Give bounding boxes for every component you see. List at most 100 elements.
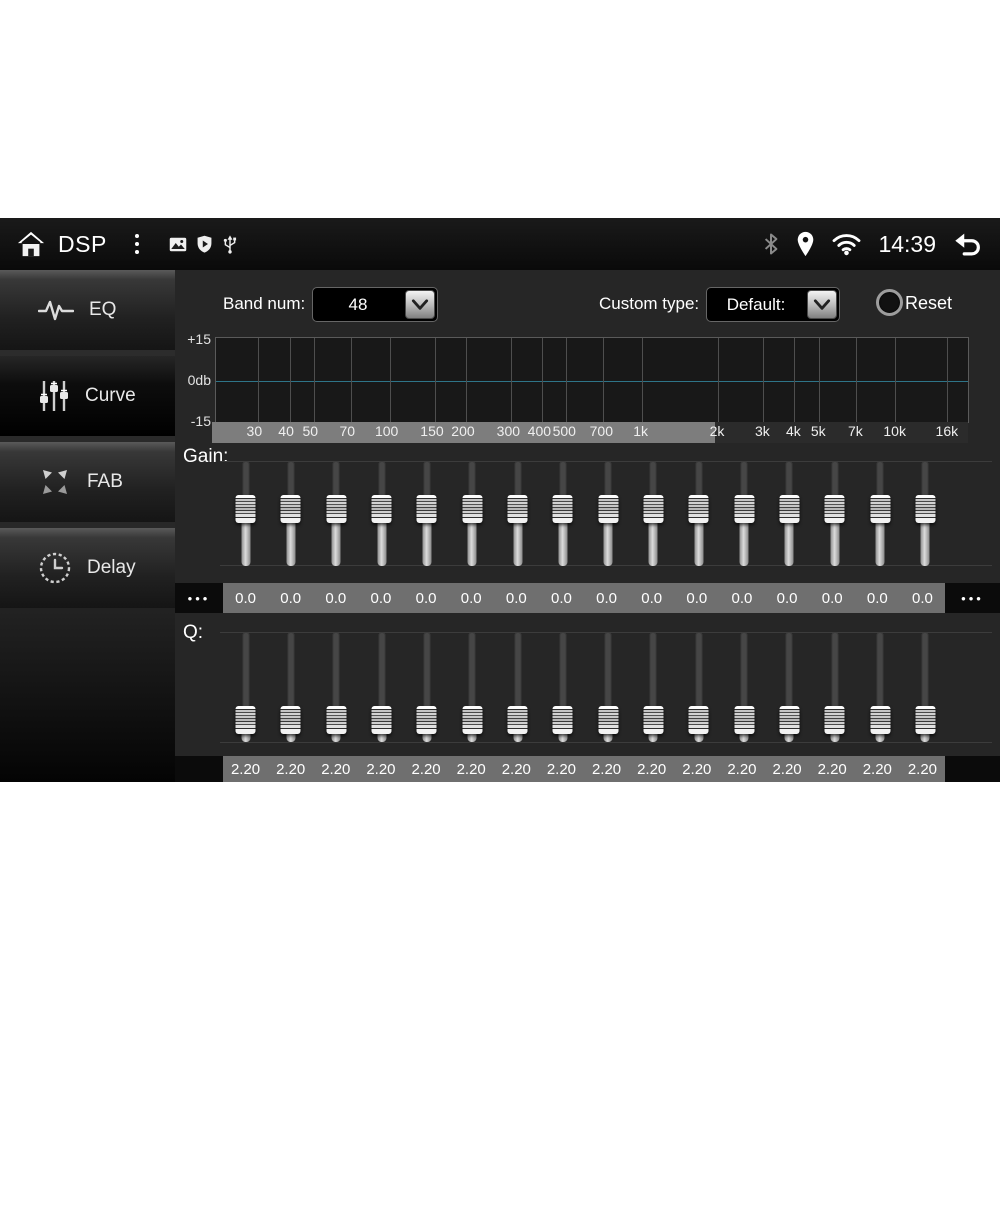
faders-icon — [38, 379, 70, 413]
gain-band-slider[interactable] — [404, 456, 449, 580]
slider-thumb[interactable] — [870, 706, 891, 734]
q-band-slider[interactable] — [631, 630, 676, 750]
q-band-value: 2.20 — [862, 760, 892, 778]
bluetooth-icon[interactable] — [762, 231, 780, 257]
freq-tick-label: 16k — [935, 423, 959, 439]
slider-thumb[interactable] — [507, 706, 528, 734]
slider-thumb[interactable] — [915, 495, 936, 524]
gain-band-slider[interactable] — [812, 456, 857, 580]
slider-thumb[interactable] — [688, 706, 709, 734]
slider-thumb[interactable] — [416, 495, 437, 524]
gridline-70 — [350, 338, 352, 423]
q-values: 2.20 2.20 2.20 2.20 2.20 2.20 2.20 2.20 2.20 2.20… — [223, 756, 945, 782]
q-band-value: 2.20 — [591, 760, 622, 778]
q-band-slider[interactable] — [903, 630, 948, 750]
gain-more-left-button[interactable]: ••• — [175, 583, 223, 613]
slider-thumb[interactable] — [326, 495, 347, 524]
sidebar-item-delay[interactable]: Delay — [0, 528, 175, 608]
gain-band-slider[interactable] — [676, 456, 721, 580]
back-icon[interactable] — [952, 231, 984, 258]
q-band-slider[interactable] — [812, 630, 857, 750]
custom-type-select[interactable]: Default: — [706, 287, 840, 322]
gain-band-value: 0.0 — [551, 589, 572, 607]
slider-thumb[interactable] — [734, 706, 755, 734]
q-band-slider[interactable] — [404, 630, 449, 750]
frequency-scale[interactable]: 30 40 50 70 100 150 200 300 400 500 700 1k 2k 3k 4k 5k 7… — [212, 422, 968, 443]
slider-thumb[interactable] — [643, 495, 664, 524]
q-band-slider[interactable] — [314, 630, 359, 750]
sidebar-item-curve[interactable]: Curve — [0, 356, 175, 436]
gain-more-right-button[interactable]: ••• — [945, 583, 1000, 613]
overflow-menu-icon[interactable] — [131, 230, 143, 258]
slider-thumb[interactable] — [824, 706, 845, 734]
gain-band-slider[interactable] — [857, 456, 902, 580]
q-band-slider[interactable] — [359, 630, 404, 750]
slider-thumb[interactable] — [235, 495, 256, 524]
gain-band-slider[interactable] — [631, 456, 676, 580]
slider-thumb[interactable] — [734, 495, 755, 524]
slider-thumb[interactable] — [779, 495, 800, 524]
gain-band-slider[interactable] — [268, 456, 313, 580]
slider-fill — [377, 509, 387, 566]
q-band-slider[interactable] — [857, 630, 902, 750]
gain-band-slider[interactable] — [540, 456, 585, 580]
q-band-slider[interactable] — [676, 630, 721, 750]
slider-thumb[interactable] — [462, 706, 483, 734]
slider-thumb[interactable] — [416, 706, 437, 734]
q-band-slider[interactable] — [540, 630, 585, 750]
gain-band-slider[interactable] — [903, 456, 948, 580]
slider-thumb[interactable] — [643, 706, 664, 734]
gridline-200 — [465, 338, 467, 423]
q-band-value: 2.20 — [772, 760, 802, 778]
location-icon[interactable] — [796, 231, 815, 257]
slider-thumb[interactable] — [598, 706, 619, 734]
gain-band-slider[interactable] — [586, 456, 631, 580]
slider-track — [507, 461, 528, 566]
q-band-slider[interactable] — [268, 630, 313, 750]
home-icon[interactable] — [16, 230, 46, 258]
gallery-icon — [169, 237, 187, 252]
slider-thumb[interactable] — [371, 495, 392, 524]
slider-thumb[interactable] — [552, 495, 573, 524]
q-band-slider[interactable] — [767, 630, 812, 750]
q-band-slider[interactable] — [495, 630, 540, 750]
slider-thumb[interactable] — [462, 495, 483, 524]
gain-band-slider[interactable] — [359, 456, 404, 580]
slider-thumb[interactable] — [280, 495, 301, 524]
slider-thumb[interactable] — [280, 706, 301, 734]
reset-radio[interactable] — [876, 289, 903, 316]
q-band-slider[interactable] — [223, 630, 268, 750]
gain-band-slider[interactable] — [314, 456, 359, 580]
q-band-slider[interactable] — [450, 630, 495, 750]
slider-thumb[interactable] — [598, 495, 619, 524]
slider-fill — [784, 509, 794, 566]
slider-thumb[interactable] — [779, 706, 800, 734]
q-sliders — [223, 630, 948, 750]
slider-thumb[interactable] — [688, 495, 709, 524]
slider-thumb[interactable] — [371, 706, 392, 734]
dsp-curve-panel: Band num: 48 Custom type: Default: Reset… — [175, 270, 1000, 782]
slider-fill — [241, 509, 251, 566]
slider-thumb[interactable] — [824, 495, 845, 524]
slider-thumb[interactable] — [507, 495, 528, 524]
slider-thumb[interactable] — [326, 706, 347, 734]
slider-thumb[interactable] — [870, 495, 891, 524]
gain-band-slider[interactable] — [721, 456, 766, 580]
slider-track — [779, 632, 800, 742]
gain-band-slider[interactable] — [495, 456, 540, 580]
slider-thumb[interactable] — [552, 706, 573, 734]
q-band-slider[interactable] — [721, 630, 766, 750]
chevron-down-icon[interactable] — [405, 290, 435, 319]
slider-thumb[interactable] — [235, 706, 256, 734]
wifi-icon[interactable] — [831, 232, 862, 256]
gain-band-slider[interactable] — [450, 456, 495, 580]
band-num-select[interactable]: 48 — [312, 287, 438, 322]
q-band-slider[interactable] — [586, 630, 631, 750]
slider-thumb[interactable] — [915, 706, 936, 734]
sidebar-item-fab[interactable]: FAB — [0, 442, 175, 522]
gain-band-value: 0.0 — [731, 589, 753, 607]
gain-band-slider[interactable] — [767, 456, 812, 580]
sidebar-item-eq[interactable]: EQ — [0, 270, 175, 350]
gain-band-slider[interactable] — [223, 456, 268, 580]
chevron-down-icon[interactable] — [807, 290, 837, 319]
